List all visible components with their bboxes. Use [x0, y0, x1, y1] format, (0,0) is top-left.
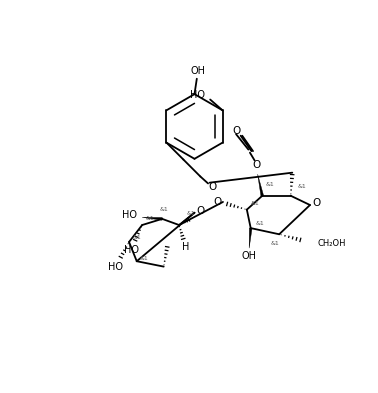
Text: O: O	[232, 126, 240, 136]
Text: &1: &1	[140, 255, 149, 261]
Text: HO: HO	[191, 90, 205, 100]
Text: O: O	[252, 160, 260, 170]
Text: O: O	[313, 198, 321, 208]
Text: O: O	[214, 197, 222, 207]
Text: HO: HO	[124, 245, 139, 255]
Text: &1: &1	[146, 217, 154, 221]
Polygon shape	[258, 174, 263, 196]
Text: H: H	[181, 242, 189, 252]
Text: &1: &1	[250, 201, 259, 206]
Text: &1: &1	[132, 235, 141, 240]
Polygon shape	[249, 228, 252, 248]
Text: &1: &1	[266, 182, 274, 187]
Text: HO: HO	[122, 210, 137, 220]
Text: &1: &1	[256, 221, 264, 226]
Text: &1: &1	[271, 241, 280, 246]
Text: &1: &1	[159, 207, 168, 212]
Text: CH₂OH: CH₂OH	[318, 239, 346, 248]
Text: O: O	[197, 206, 205, 216]
Text: O: O	[209, 182, 217, 192]
Text: HO: HO	[108, 262, 123, 272]
Polygon shape	[142, 217, 162, 220]
Text: OH: OH	[242, 251, 257, 261]
Text: OH: OH	[191, 66, 206, 76]
Text: &1: &1	[187, 211, 196, 216]
Text: &1: &1	[297, 184, 306, 189]
